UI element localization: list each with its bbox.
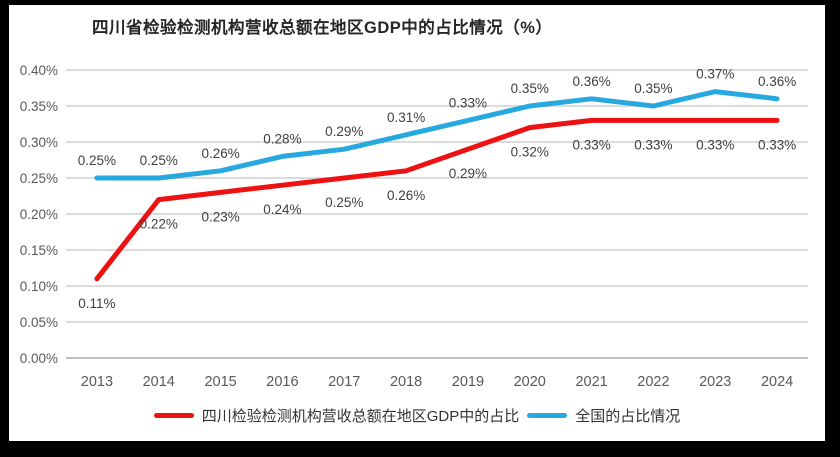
y-axis-tick-label: 0.30% [20,135,58,150]
sichuan-data-label: 0.26% [387,188,425,203]
y-axis-tick-label: 0.00% [20,351,58,366]
x-axis-tick-label: 2015 [204,374,236,390]
national-data-label: 0.37% [696,67,734,82]
y-axis-tick-label: 0.20% [20,207,58,222]
sichuan-data-label: 0.33% [696,137,734,152]
sichuan-data-label: 0.33% [572,137,610,152]
national-data-label: 0.35% [511,81,549,96]
x-axis-tick-label: 2024 [761,374,793,390]
y-axis-tick-label: 0.35% [20,99,58,114]
national-data-label: 0.28% [263,131,301,146]
y-axis-tick-label: 0.15% [20,243,58,258]
national-data-label: 0.35% [634,81,672,96]
legend-swatch-sichuan-series [153,413,194,418]
sichuan-data-label: 0.11% [78,296,115,311]
chart-title: 四川省检验检测机构营收总额在地区GDP中的占比情况（%） [92,19,553,37]
sichuan-data-label: 0.23% [201,209,239,224]
sichuan-data-label: 0.24% [263,202,301,217]
chart-legend: 四川检验检测机构营收总额在地区GDP中的占比 全国的占比情况 [9,405,825,426]
sichuan-data-label: 0.33% [634,137,672,152]
legend-label-national-series: 全国的占比情况 [575,408,681,425]
x-axis-tick-label: 2016 [266,374,298,390]
x-axis-tick-label: 2014 [143,374,175,390]
national-series-line [94,89,780,181]
x-axis-tick-label: 2017 [328,374,360,390]
x-axis-tick-label: 2019 [452,374,484,390]
national-data-label: 0.36% [758,74,796,89]
national-data-label: 0.25% [140,153,178,168]
x-axis-tick-label: 2018 [390,374,422,390]
sichuan-series-line [94,117,780,282]
legend-swatch-national-series [527,413,568,418]
national-data-label: 0.25% [78,153,116,168]
x-axis-tick-label: 2013 [81,374,113,390]
y-axis-tick-label: 0.40% [20,63,58,78]
national-data-label: 0.36% [572,74,610,89]
sichuan-data-label: 0.33% [758,137,796,152]
sichuan-data-label: 0.22% [140,217,178,232]
x-axis-tick-label: 2023 [699,374,731,390]
y-axis-tick-label: 0.25% [20,171,58,186]
x-axis-tick-label: 2021 [575,374,607,390]
chart-canvas: 四川省检验检测机构营收总额在地区GDP中的占比情况（%） 0.00% 0.05% 0… [9,5,825,441]
sichuan-data-label: 0.29% [449,166,487,181]
y-axis-tick-label: 0.05% [20,315,58,330]
sichuan-data-label: 0.32% [511,145,549,160]
line-chart-plot-area: 0.00% 0.05% 0.10% 0.15% 0.20% 0.25% 0.30% 0.35%… [20,63,808,390]
sichuan-data-label: 0.25% [325,195,363,210]
x-axis-tick-label: 2020 [514,374,546,390]
national-data-label: 0.26% [201,146,239,161]
x-axis-tick-label: 2022 [637,374,669,390]
national-data-label: 0.29% [325,124,363,139]
national-data-label: 0.31% [387,110,425,125]
national-data-label: 0.33% [449,95,487,110]
y-axis-tick-label: 0.10% [20,279,58,294]
legend-label-sichuan-series: 四川检验检测机构营收总额在地区GDP中的占比 [201,408,520,425]
